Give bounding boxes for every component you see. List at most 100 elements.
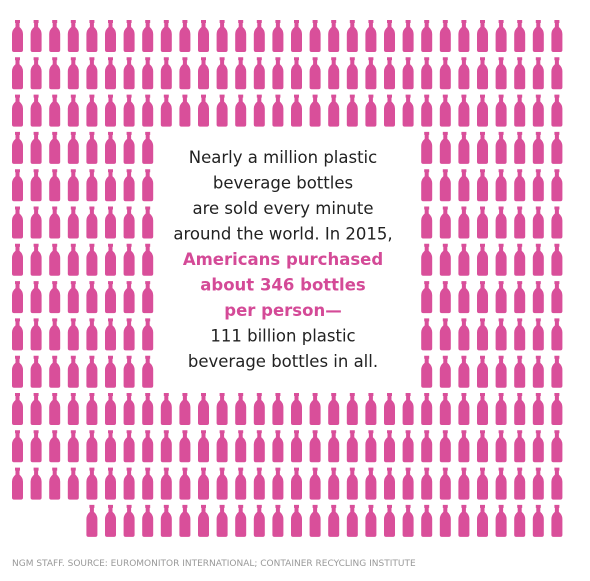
bottle-icon [439,243,451,276]
bottle-icon [346,57,358,90]
bottle-icon [86,467,98,500]
bottle-icon [142,243,154,276]
bottle-icon [67,318,79,351]
bottle-icon [49,20,61,52]
bottle-icon [179,467,191,500]
bottle-icon [86,318,98,351]
bottle-icon [532,243,544,276]
bottle-icon [49,57,61,90]
bottle-icon [477,206,488,239]
bottle-icon [142,318,154,351]
bottle-icon [30,318,42,351]
bottle-icon [30,94,42,127]
bottle-icon [514,281,526,314]
bottle-icon [49,393,61,425]
bottle-icon [291,504,302,537]
bottle-icon [384,20,395,52]
bottle-icon [402,20,414,52]
bottle-icon [402,430,414,463]
bottle-icon [123,169,135,202]
bottle-icon [253,504,265,537]
bottle-icon [477,94,488,127]
bottle-icon [439,94,451,127]
bottle-icon [439,206,451,239]
bottle-icon [142,504,154,537]
bottle-icon [458,281,470,314]
bottle-icon [235,393,247,425]
bottle-icon [439,318,451,351]
bottle-icon [309,504,321,537]
bottle-icon [458,206,470,239]
bottle-icon [142,430,154,463]
bottle-icon [532,430,544,463]
bottle-icon [253,393,265,425]
bottle-icon [272,430,284,463]
bottle-icon [477,281,488,314]
bottle-icon [86,504,98,537]
bottle-icon [495,281,507,314]
bottle-icon [477,504,488,537]
bottle-icon [105,20,116,52]
bottle-icon [421,169,433,202]
bottle-icon [49,318,61,351]
bottle-icon [495,243,507,276]
bottle-icon [532,20,544,52]
bottle-icon [216,467,228,500]
bottle-icon [402,467,414,500]
bottle-icon [421,57,433,90]
bottle-icon [235,430,247,463]
bottle-icon [67,355,79,388]
source-note: NGM STAFF. SOURCE: EUROMONITOR INTERNATI… [12,559,416,569]
bottle-icon [216,504,228,537]
bottle-icon [384,57,395,90]
bottle-icon [532,94,544,127]
bottle-icon [458,243,470,276]
bottle-icon [384,504,395,537]
bottle-icon [532,467,544,500]
bottle-icon [123,504,135,537]
bottle-icon [216,57,228,90]
bottle-icon [67,20,79,52]
bottle-icon [384,94,395,127]
bottle-icon [49,243,61,276]
bottle-icon [551,355,563,388]
bottle-icon [551,318,563,351]
bottle-icon [179,504,191,537]
bottle-icon [253,94,265,127]
text-line: beverage bottles [213,174,353,193]
bottle-icon [532,281,544,314]
bottle-icon [402,504,414,537]
bottle-icon [532,57,544,90]
bottle-icon [532,393,544,425]
bottle-icon [514,393,526,425]
bottle-icon [123,131,135,164]
bottle-icon [551,206,563,239]
bottle-icon [142,281,154,314]
bottle-icon [12,57,23,90]
bottle-icon [123,467,135,500]
bottle-icon [421,94,433,127]
bottle-icon [421,430,433,463]
bottle-icon [495,430,507,463]
bottle-icon [105,355,116,388]
bottle-icon [532,169,544,202]
bottle-icon [67,94,79,127]
bottle-icon [49,430,61,463]
bottle-icon [421,467,433,500]
bottle-icon [514,430,526,463]
bottle-icon [30,57,42,90]
bottle-icon [551,131,563,164]
bottle-icon [272,57,284,90]
bottle-icon [105,243,116,276]
bottle-icon [12,355,23,388]
bottle-icon [365,467,377,500]
bottle-icon [12,169,23,202]
bottle-icon [514,169,526,202]
bottle-icon [421,131,433,164]
bottle-icon [477,131,488,164]
bottle-icon [328,393,340,425]
bottle-icon [477,318,488,351]
bottle-icon [495,206,507,239]
bottle-icon [309,57,321,90]
bottle-icon [142,467,154,500]
